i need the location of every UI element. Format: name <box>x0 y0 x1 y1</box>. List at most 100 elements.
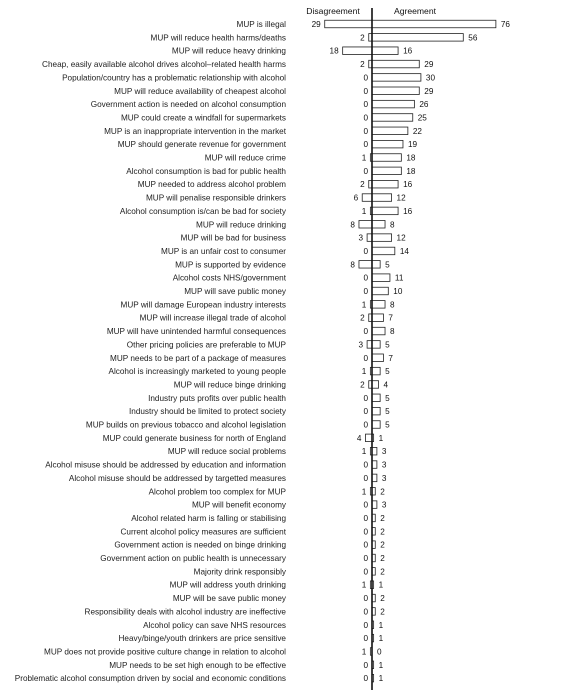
category-label: MUP will reduce crime <box>205 154 287 163</box>
category-label: MUP will have unintended harmful consequ… <box>107 327 286 336</box>
category-label: Alcohol policy can save NHS resources <box>143 621 286 630</box>
chart-row: Alcohol consumption is/can be bad for so… <box>120 206 413 216</box>
category-label: Alcohol problem too complex for MUP <box>149 487 287 496</box>
category-label: MUP will reduce health harms/deaths <box>151 33 286 42</box>
category-label: Responsibility deals with alcohol indust… <box>85 607 287 616</box>
value-label-agreement: 1 <box>379 634 384 643</box>
chart-row: MUP will have unintended harmful consequ… <box>107 326 395 336</box>
category-label: MUP will be bad for business <box>181 234 286 243</box>
value-label-agreement: 5 <box>385 367 390 376</box>
category-label: Alcohol related harm is falling or stabi… <box>131 514 286 523</box>
value-label-disagreement: 0 <box>363 73 368 82</box>
category-label: MUP will penalise responsible drinkers <box>146 194 286 203</box>
category-label: MUP will address youth drinking <box>170 581 287 590</box>
bar-agreement <box>371 59 420 69</box>
value-label-disagreement: 0 <box>363 167 368 176</box>
category-label: Other pricing policies are preferable to… <box>127 340 287 349</box>
value-label-disagreement: 8 <box>350 260 355 269</box>
value-label-disagreement: 0 <box>363 407 368 416</box>
value-label-disagreement: 0 <box>363 474 368 483</box>
header-agreement: Agreement <box>394 6 437 16</box>
bar-agreement <box>371 19 497 29</box>
bar-agreement <box>371 46 399 55</box>
chart-row: Industry should be limited to protect so… <box>129 406 390 416</box>
category-label: Alcohol consumption is bad for public he… <box>126 167 286 176</box>
category-label: MUP is an inappropriate intervention in … <box>104 127 287 136</box>
value-label-disagreement: 1 <box>362 581 367 590</box>
category-label: Problematic alcohol consumption driven b… <box>15 674 286 683</box>
value-label-disagreement: 0 <box>363 287 368 296</box>
chart-row: Problematic alcohol consumption driven b… <box>15 674 384 683</box>
chart-row: Majority drink responsibly 0 2 <box>194 567 385 576</box>
bar-disagreement <box>358 220 373 229</box>
value-label-agreement: 11 <box>395 274 404 283</box>
value-label-agreement: 5 <box>385 421 390 430</box>
value-label-disagreement: 2 <box>360 314 365 323</box>
category-label: MUP will benefit economy <box>192 501 287 510</box>
value-label-agreement: 5 <box>385 260 390 269</box>
value-label-disagreement: 0 <box>363 607 368 616</box>
bar-agreement <box>371 420 381 429</box>
chart-row: Government action is needed on binge dri… <box>114 540 385 550</box>
bar-agreement <box>371 126 409 135</box>
value-label-disagreement: 0 <box>363 541 368 550</box>
value-label-agreement: 2 <box>380 594 385 603</box>
value-label-agreement: 3 <box>382 447 387 456</box>
chart-row: MUP builds on previous tobacco and alcoh… <box>86 420 390 430</box>
chart-row: MUP needs to be part of a package of mea… <box>110 353 393 363</box>
value-label-agreement: 14 <box>400 247 410 256</box>
value-label-agreement: 29 <box>424 60 434 69</box>
value-label-disagreement: 0 <box>363 554 368 563</box>
category-label: MUP will damage European industry intere… <box>121 300 287 309</box>
value-label-agreement: 7 <box>388 314 393 323</box>
category-label: MUP is an unfair cost to consumer <box>161 247 286 256</box>
category-label: Majority drink responsibly <box>194 567 287 576</box>
category-label: MUP will reduce social problems <box>168 447 286 456</box>
category-label: Current alcohol policy measures are suff… <box>121 527 287 536</box>
bar-agreement <box>371 380 379 389</box>
value-label-disagreement: 0 <box>363 527 368 536</box>
value-label-agreement: 18 <box>406 154 416 163</box>
value-label-disagreement: 29 <box>312 20 322 29</box>
value-label-disagreement: 0 <box>363 421 368 430</box>
value-label-agreement: 1 <box>379 434 384 443</box>
value-label-agreement: 3 <box>382 461 387 470</box>
value-label-agreement: 2 <box>380 541 385 550</box>
chart-row: MUP will damage European industry intere… <box>121 300 395 309</box>
category-label: Population/country has a problematic rel… <box>62 73 286 82</box>
value-label-agreement: 4 <box>384 380 389 389</box>
value-label-disagreement: 6 <box>354 194 359 203</box>
chart-row: Other pricing policies are preferable to… <box>127 340 390 349</box>
chart-row: MUP will benefit economy 0 3 <box>192 500 387 510</box>
category-label: Alcohol misuse should be addressed by ta… <box>69 474 286 483</box>
chart-row: Government action on public health is un… <box>100 553 385 563</box>
value-label-agreement: 1 <box>379 674 384 683</box>
bar-agreement <box>371 340 381 349</box>
chart-row: MUP could generate business for north of… <box>103 433 384 443</box>
chart-row: MUP will address youth drinking 1 1 <box>170 580 384 590</box>
chart-row: Government action is needed on alcohol c… <box>91 99 429 109</box>
value-label-disagreement: 0 <box>363 661 368 670</box>
value-label-disagreement: 2 <box>360 380 365 389</box>
bar-agreement <box>371 406 381 416</box>
value-label-agreement: 3 <box>382 501 387 510</box>
category-label: MUP needs to be part of a package of mea… <box>110 354 286 363</box>
value-label-disagreement: 3 <box>359 234 364 243</box>
bar-agreement <box>371 233 392 242</box>
chart-row: Alcohol problem too complex for MUP 1 2 <box>149 487 385 496</box>
chart-row: MUP will save public money 0 10 <box>184 286 403 296</box>
bar-agreement <box>371 286 389 296</box>
value-label-agreement: 29 <box>424 87 434 96</box>
bar-agreement <box>371 33 464 42</box>
value-label-agreement: 2 <box>380 567 385 576</box>
category-label: MUP is illegal <box>237 20 287 29</box>
value-label-agreement: 5 <box>385 394 390 403</box>
bar-agreement <box>371 113 414 122</box>
bar-agreement <box>371 260 381 269</box>
chart-row: MUP will reduce drinking 8 8 <box>196 220 395 229</box>
value-label-agreement: 5 <box>385 407 390 416</box>
chart-row: MUP will reduce heavy drinking 18 16 <box>172 46 413 56</box>
value-label-disagreement: 1 <box>362 367 367 376</box>
value-label-agreement: 8 <box>390 220 395 229</box>
